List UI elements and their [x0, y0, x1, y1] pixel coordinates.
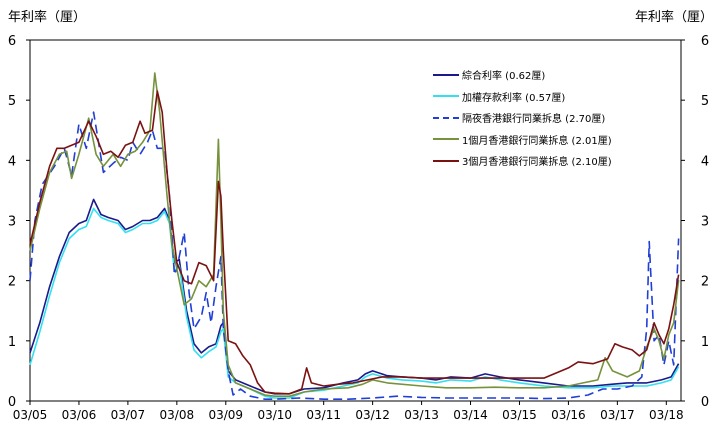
y-tick-label-left: 6 [8, 34, 16, 49]
legend-item-2: 加權存款利率 (0.57厘) [433, 86, 612, 108]
y-tick-label-right: 4 [701, 154, 709, 169]
legend-swatch [433, 73, 459, 76]
x-tick-label: 03/10 [257, 408, 292, 422]
legend-item-4: 1個月香港銀行同業拆息 (2.01厘) [433, 129, 612, 151]
series-line-5 [29, 90, 680, 395]
series-line-2 [29, 207, 680, 399]
y-tick-label-left: 3 [8, 215, 16, 230]
y-tick-label-left: 2 [8, 275, 16, 290]
left-axis-unit-label: 年利率（厘） [8, 10, 87, 25]
series-lines [29, 72, 680, 400]
legend-label: 3個月香港銀行同業拆息 (2.10厘) [462, 157, 612, 169]
legend-swatch [433, 116, 459, 119]
y-tick-label-left: 4 [8, 154, 16, 169]
x-tick-label: 03/05 [13, 408, 48, 422]
y-tick-label-right: 3 [701, 215, 709, 230]
x-tick-label: 03/11 [306, 408, 341, 422]
legend-item-3: 隔夜香港銀行同業拆息 (2.70厘) [433, 107, 612, 129]
chart-legend: 綜合利率 (0.62厘) 加權存款利率 (0.57厘) 隔夜香港銀行同業拆息 (2.… [433, 64, 612, 172]
x-tick-label: 03/15 [502, 408, 537, 422]
x-tick-label: 03/09 [208, 408, 243, 422]
right-axis-unit-label: 年利率（厘） [634, 10, 713, 25]
x-tick-label: 03/14 [453, 408, 488, 422]
x-tick-label: 03/08 [160, 408, 195, 422]
legend-label: 1個月香港銀行同業拆息 (2.01厘) [462, 135, 612, 147]
x-tick-label: 03/18 [649, 408, 684, 422]
legend-item-1: 綜合利率 (0.62厘) [433, 64, 612, 86]
y-tick-label-left: 5 [8, 94, 16, 109]
y-tick-label-right: 6 [701, 34, 709, 49]
x-tick-label: 03/16 [551, 408, 586, 422]
y-tick-label-left: 1 [8, 335, 16, 350]
legend-swatch [433, 95, 459, 98]
x-tick-label: 03/06 [62, 408, 97, 422]
x-tick-label: 03/13 [404, 408, 439, 422]
y-tick-label-right: 0 [701, 395, 709, 410]
series-line-3 [29, 111, 680, 400]
legend-swatch [433, 138, 459, 141]
x-tick-label: 03/07 [111, 408, 146, 422]
y-tick-label-right: 5 [701, 94, 709, 109]
x-tick-label: 03/12 [355, 408, 390, 422]
y-tick-label-right: 1 [701, 335, 709, 350]
x-tick-label: 03/17 [600, 408, 635, 422]
axes: 0 0 1 1 2 2 3 3 4 4 5 5 6 6 03/05 03/06 03/07 03/08 03/09 0… [8, 34, 709, 422]
legend-item-5: 3個月香港銀行同業拆息 (2.10厘) [433, 150, 612, 172]
series-line-1 [29, 198, 680, 395]
legend-swatch [433, 159, 459, 162]
legend-label: 綜合利率 (0.62厘) [462, 71, 546, 83]
y-tick-label-left: 0 [8, 395, 16, 410]
legend-label: 加權存款利率 (0.57厘) [462, 92, 566, 104]
legend-label: 隔夜香港銀行同業拆息 (2.70厘) [462, 114, 606, 126]
y-tick-label-right: 2 [701, 275, 709, 290]
